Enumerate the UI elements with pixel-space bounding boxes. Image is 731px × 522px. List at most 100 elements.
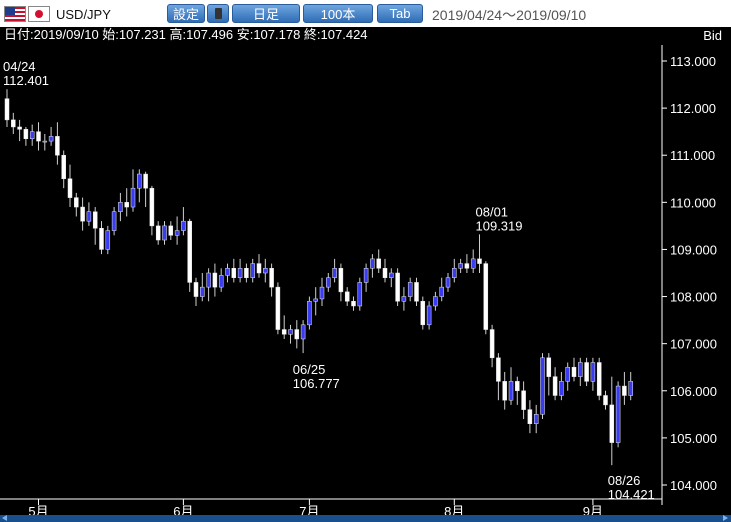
candle-down: [420, 301, 426, 326]
annotation-date: 08/26: [608, 473, 641, 488]
price-tick-label: 111.000: [670, 148, 715, 163]
annotation-price: 109.319: [476, 218, 523, 233]
japan-flag-icon: [28, 6, 50, 22]
candle-down: [477, 258, 482, 264]
chart-plot[interactable]: 日付:2019/09/10 始:107.231 高:107.496 安:107.…: [0, 27, 731, 522]
candle-up: [370, 258, 375, 269]
price-tick-label: 113.000: [670, 54, 716, 69]
candle-down: [376, 258, 381, 269]
candle-up: [426, 305, 432, 326]
candle-down: [527, 409, 533, 425]
period-label: 2019/04/24～2019/09/10: [432, 7, 587, 23]
candle-down: [55, 136, 60, 156]
price-tick-label: 104.000: [670, 478, 717, 493]
candle-down: [11, 119, 16, 128]
ohlc-info-line: 日付:2019/09/10 始:107.231 高:107.496 安:107.…: [4, 27, 368, 42]
candle-up: [263, 268, 268, 274]
candle-down: [256, 263, 262, 274]
scroll-right-arrow-icon: [723, 515, 728, 521]
candle-down: [187, 220, 192, 283]
candlestick-chart[interactable]: 日付:2019/09/10 始:107.231 高:107.496 安:107.…: [0, 27, 731, 522]
candle-up: [206, 272, 211, 288]
candle-up: [313, 298, 318, 302]
candle-up: [48, 136, 54, 142]
candle-down: [193, 282, 199, 297]
candle-up: [130, 187, 136, 208]
candle-down: [382, 268, 388, 278]
candle-up: [118, 202, 123, 213]
candle-up: [29, 131, 35, 139]
candle-up: [559, 381, 564, 396]
candle-up: [300, 324, 306, 340]
candle-down: [609, 404, 615, 443]
price-tick-label: 112.000: [670, 101, 716, 116]
candle-down: [395, 272, 400, 302]
candle-down: [17, 126, 22, 130]
annotation-date: 08/01: [476, 204, 509, 219]
scroll-left-arrow-icon: [2, 515, 7, 521]
candle-up: [565, 366, 570, 382]
currency-pair-label: USD/JPY: [56, 6, 111, 22]
candle-up: [237, 268, 243, 278]
candle-up: [401, 296, 407, 302]
candle-down: [149, 187, 155, 227]
candle-down: [231, 268, 237, 278]
annotation-price: 104.421: [608, 487, 655, 502]
candle-up: [458, 263, 463, 269]
candle-down: [155, 225, 161, 241]
candle-up: [250, 263, 255, 278]
candle-down: [496, 357, 501, 382]
price-tick-label: 108.000: [670, 290, 717, 305]
timeframe-button[interactable]: 日足: [232, 4, 300, 23]
candle-down: [344, 291, 350, 302]
candle-down: [269, 268, 274, 288]
candle-down: [552, 376, 558, 396]
candle-up: [111, 211, 117, 231]
candle-up: [357, 282, 363, 307]
candle-up: [590, 362, 596, 382]
candle-down: [521, 390, 526, 410]
candle-down: [584, 362, 589, 382]
annotation-date: 04/24: [3, 59, 36, 74]
currency-pair-selector[interactable]: USD/JPY: [4, 4, 111, 24]
candle-up: [445, 277, 451, 288]
settings-button[interactable]: 設定: [167, 4, 205, 23]
candle-down: [281, 329, 287, 335]
candle-down: [622, 385, 627, 396]
candle-down: [36, 131, 41, 142]
tab-button[interactable]: Tab: [377, 4, 423, 23]
candle-up: [508, 381, 514, 401]
candle-up: [389, 272, 394, 278]
candle-up: [452, 268, 457, 278]
candle-up: [225, 268, 230, 276]
candle-up: [307, 301, 312, 326]
candle-up: [407, 282, 413, 297]
candle-up: [628, 381, 633, 396]
candle-down: [4, 98, 10, 121]
candle-down: [571, 366, 577, 377]
candle-down: [515, 381, 520, 392]
trash-button[interactable]: [207, 4, 229, 23]
annotation-date: 06/25: [293, 362, 326, 377]
candle-down: [489, 329, 495, 359]
candle-up: [86, 211, 92, 222]
candle-down: [546, 357, 552, 377]
candle-up: [332, 268, 337, 278]
candle-down: [338, 268, 344, 293]
candle-up: [105, 230, 111, 250]
candle-down: [294, 329, 300, 340]
candle-down: [414, 282, 419, 302]
toolbar: USD/JPY 設定 日足 100本 Tab 2019/04/24～2019/0…: [0, 0, 731, 27]
candle-up: [288, 329, 293, 335]
candle-down: [168, 225, 174, 236]
candle-down: [502, 381, 507, 401]
candle-down: [603, 395, 608, 406]
candle-down: [143, 173, 148, 189]
candle-up: [470, 258, 476, 269]
candle-up: [615, 385, 621, 443]
annotation-price: 112.401: [3, 73, 49, 88]
candle-down: [23, 129, 29, 139]
candle-down: [275, 286, 281, 330]
bar-count-button[interactable]: 100本: [303, 4, 373, 23]
candle-up: [200, 286, 205, 297]
